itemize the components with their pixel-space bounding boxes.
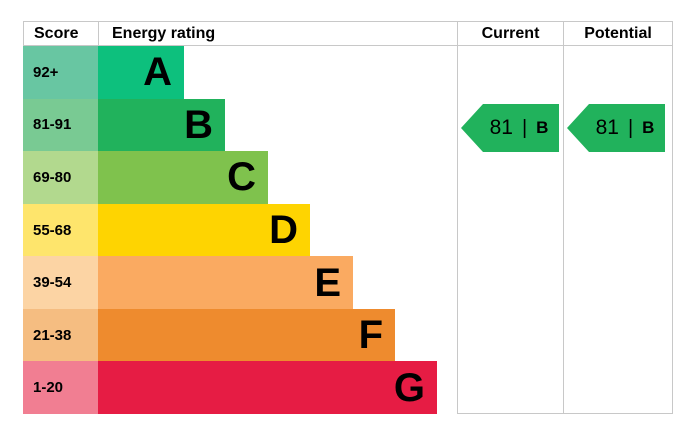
rating-bar-f: F [98, 308, 395, 362]
rating-letter-e: E [314, 260, 341, 305]
band-row-c: 69-80 C [23, 151, 457, 204]
potential-separator: | [627, 116, 634, 139]
band-rows: 92+ A 81-91 B 69-80 C [23, 46, 457, 415]
potential-rating-arrow: 81 | B [567, 104, 665, 152]
header-row: Score Energy rating Current Potential [23, 21, 673, 46]
band-row-b: 81-91 B [23, 98, 457, 152]
potential-band-letter: B [642, 118, 655, 137]
rating-bar-d: D [98, 203, 310, 257]
current-separator: | [521, 116, 528, 139]
header-score: Score [23, 21, 98, 46]
band-row-e: 39-54 E [23, 256, 457, 309]
band-row-d: 55-68 D [23, 203, 457, 257]
rating-letter-a: A [143, 50, 172, 95]
band-row-a: 92+ A [23, 46, 457, 99]
rating-letter-f: F [358, 313, 383, 358]
rating-bar-g: G [98, 361, 437, 415]
band-row-f: 21-38 F [23, 308, 457, 362]
score-range-f: 21-38 [23, 308, 98, 362]
potential-column: 81 | B [563, 46, 673, 413]
rating-columns: 81 | B 81 | B [457, 46, 673, 414]
rating-bar-c: C [98, 151, 268, 204]
rating-bar-e: E [98, 256, 353, 309]
epc-table: Score Energy rating Current Potential 92… [23, 21, 673, 415]
table-body: 92+ A 81-91 B 69-80 C [23, 46, 673, 415]
rating-letter-c: C [227, 155, 256, 200]
current-band-letter: B [536, 118, 549, 137]
header-energy-rating: Energy rating [98, 21, 457, 46]
band-row-g: 1-20 G [23, 361, 457, 415]
current-column: 81 | B [457, 46, 563, 413]
potential-score: 81 [595, 116, 619, 139]
current-rating-arrow: 81 | B [461, 104, 559, 152]
current-score: 81 [489, 116, 513, 139]
rating-letter-g: G [393, 365, 425, 410]
rating-letter-b: B [184, 102, 213, 147]
rating-letter-d: D [269, 208, 298, 253]
rating-bar-b: B [98, 98, 225, 152]
score-range-b: 81-91 [23, 98, 98, 152]
header-potential: Potential [563, 21, 673, 46]
header-current: Current [457, 21, 563, 46]
score-range-g: 1-20 [23, 361, 98, 415]
score-range-e: 39-54 [23, 256, 98, 309]
score-range-d: 55-68 [23, 203, 98, 257]
score-range-c: 69-80 [23, 151, 98, 204]
rating-bar-a: A [98, 46, 184, 99]
score-range-a: 92+ [23, 46, 98, 99]
